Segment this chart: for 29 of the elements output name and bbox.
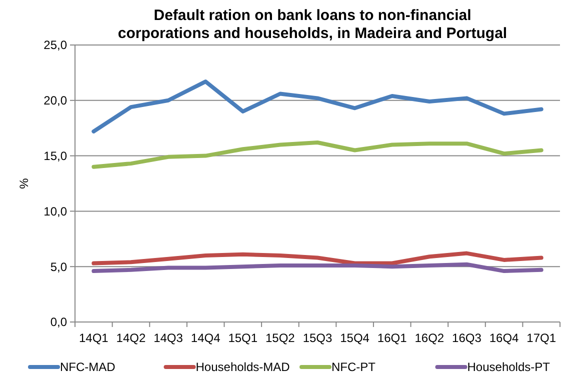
y-tick-label: 15,0: [44, 149, 68, 163]
y-tick-label: 10,0: [44, 204, 68, 218]
x-tick-label: 17Q1: [526, 331, 556, 345]
line-series: [92, 262, 544, 274]
y-axis-title: %: [17, 178, 31, 189]
x-tick-label: 15Q1: [228, 331, 258, 345]
x-tick-label: 14Q1: [78, 331, 109, 345]
legend-label: Households-MAD: [196, 360, 290, 374]
chart-title: Default ration on bank loans to non-financial corporations and households, in Madeira and Portugal: [118, 7, 508, 42]
y-tick-label: 0,0: [50, 315, 68, 330]
y-tick-label: 20,0: [44, 94, 68, 108]
x-tick-label: 14Q3: [154, 331, 184, 345]
y-tick-label: 25,0: [44, 38, 68, 52]
x-tick-label: 14Q2: [116, 331, 146, 345]
x-tick-label: 16Q2: [414, 331, 444, 345]
line-series: [92, 80, 544, 134]
x-tick-label: 16Q4: [489, 331, 520, 345]
legend-label: NFC-PT: [332, 360, 376, 374]
legend-label: NFC-MAD: [60, 360, 116, 374]
line-series: [92, 251, 544, 266]
x-tick-label: 16Q3: [452, 331, 482, 345]
x-tick-label: 16Q1: [377, 331, 408, 345]
x-tick-label: 15Q4: [340, 331, 370, 345]
x-tick-label: 14Q4: [190, 331, 221, 345]
legend-label: Households-PT: [467, 360, 551, 374]
y-tick-label: 5,0: [50, 260, 68, 274]
x-tick-label: 15Q2: [266, 331, 296, 345]
line-series: [92, 140, 544, 169]
x-tick-label: 15Q3: [302, 331, 332, 345]
